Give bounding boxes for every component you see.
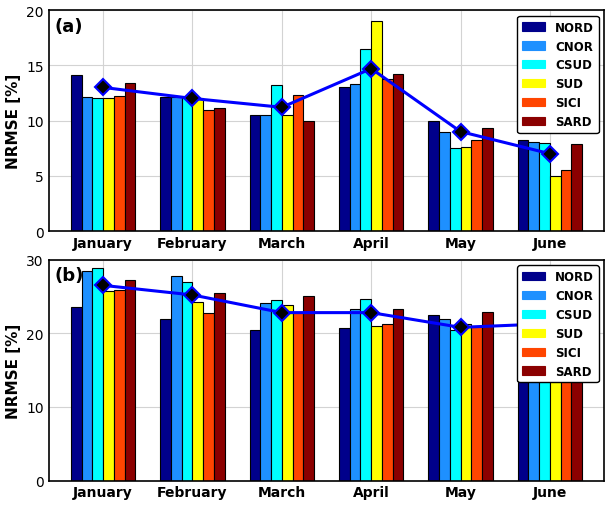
Bar [282, 116, 293, 232]
Bar [482, 312, 493, 481]
Bar [271, 86, 282, 232]
Bar [339, 88, 350, 232]
Bar [303, 296, 314, 481]
Bar [518, 327, 528, 481]
Bar [103, 291, 114, 481]
Bar [561, 299, 572, 481]
Bar [71, 308, 82, 481]
Bar [203, 313, 214, 481]
Bar [339, 328, 350, 481]
Bar [293, 312, 303, 481]
Text: (a): (a) [54, 18, 83, 36]
Bar [214, 109, 224, 232]
Bar [82, 98, 92, 232]
Bar [160, 98, 171, 232]
Bar [193, 302, 203, 481]
Bar [550, 176, 561, 232]
Bar [193, 99, 203, 232]
Bar [450, 149, 461, 232]
Bar [393, 75, 403, 232]
Bar [124, 84, 135, 232]
Bar [124, 281, 135, 481]
Bar [182, 282, 193, 481]
Bar [71, 76, 82, 232]
Bar [361, 299, 371, 481]
Bar [249, 330, 260, 481]
Bar [160, 319, 171, 481]
Text: (b): (b) [54, 267, 84, 285]
Bar [561, 171, 572, 232]
Bar [439, 319, 450, 481]
Bar [361, 49, 371, 232]
Bar [450, 330, 461, 481]
Bar [203, 110, 214, 232]
Bar [114, 97, 124, 232]
Bar [461, 148, 472, 232]
Bar [171, 98, 182, 232]
Bar [171, 276, 182, 481]
Bar [282, 306, 293, 481]
Bar [271, 300, 282, 481]
Bar [82, 271, 92, 481]
Bar [528, 334, 539, 481]
Bar [371, 22, 382, 232]
Bar [303, 121, 314, 232]
Bar [92, 269, 103, 481]
Bar [572, 144, 582, 232]
Bar [439, 132, 450, 232]
Bar [472, 141, 482, 232]
Bar [539, 143, 550, 232]
Y-axis label: NRMSE [%]: NRMSE [%] [5, 323, 21, 418]
Legend: NORD, CNOR, CSUD, SUD, SICI, SARD: NORD, CNOR, CSUD, SUD, SICI, SARD [517, 17, 598, 134]
Bar [350, 85, 361, 232]
Legend: NORD, CNOR, CSUD, SUD, SICI, SARD: NORD, CNOR, CSUD, SUD, SICI, SARD [517, 266, 598, 383]
Bar [214, 293, 224, 481]
Bar [260, 304, 271, 481]
Bar [350, 310, 361, 481]
Bar [539, 331, 550, 481]
Bar [249, 116, 260, 232]
Bar [92, 99, 103, 232]
Bar [528, 142, 539, 232]
Bar [428, 121, 439, 232]
Bar [293, 96, 303, 232]
Bar [182, 99, 193, 232]
Bar [371, 326, 382, 481]
Bar [482, 129, 493, 232]
Bar [472, 326, 482, 481]
Bar [114, 290, 124, 481]
Bar [260, 116, 271, 232]
Bar [518, 141, 528, 232]
Bar [428, 315, 439, 481]
Bar [103, 99, 114, 232]
Bar [550, 317, 561, 481]
Bar [393, 310, 403, 481]
Bar [382, 79, 393, 232]
Bar [382, 325, 393, 481]
Bar [572, 310, 582, 481]
Y-axis label: NRMSE [%]: NRMSE [%] [5, 74, 21, 169]
Bar [461, 325, 472, 481]
